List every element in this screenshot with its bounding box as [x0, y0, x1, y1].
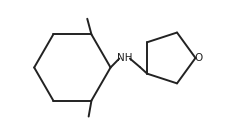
- Text: NH: NH: [117, 53, 132, 63]
- Text: O: O: [194, 53, 203, 63]
